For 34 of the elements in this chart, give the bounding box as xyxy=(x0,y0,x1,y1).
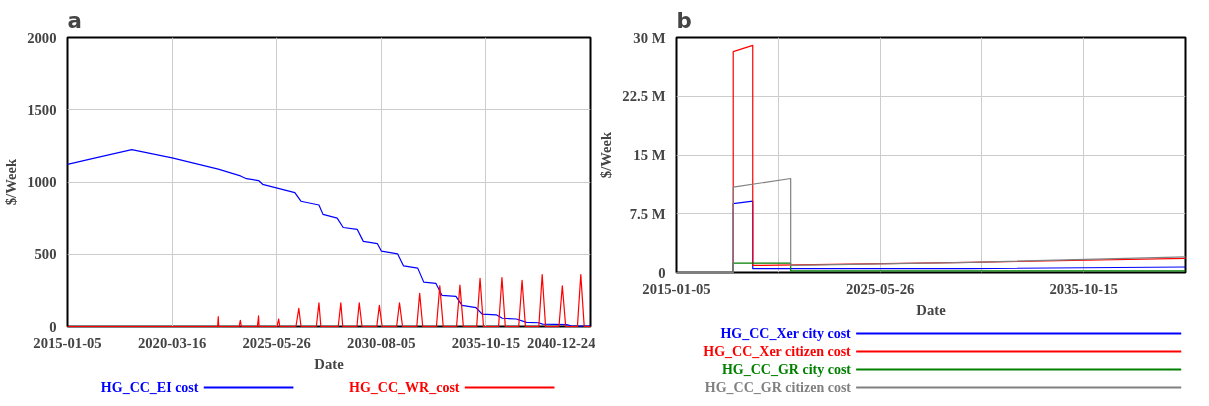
y-tick-label: 7.5 M xyxy=(629,205,666,222)
y-tick-label: 15 M xyxy=(633,147,666,163)
y-tick-label: 0 xyxy=(49,318,57,335)
y-axis-title: $/Week xyxy=(3,157,20,206)
text: HG_CC_GR city cost xyxy=(721,362,852,377)
line-series xyxy=(675,177,1187,274)
y-axis-title: $/Week xyxy=(598,130,615,179)
y-tick-label: 0 xyxy=(658,264,666,281)
x-tick-label: 2015-01-05 xyxy=(642,280,711,297)
text: HG_CC_Xer citizen cost xyxy=(703,344,852,359)
text: HG_CC_GR citizen cost xyxy=(704,380,852,395)
x-tick-label: 2025-05-26 xyxy=(845,280,915,297)
text: HG_CC_WR_cost xyxy=(349,380,460,395)
x-axis-title: Date xyxy=(916,301,947,318)
text: HG_CC_Xer city cost xyxy=(720,326,852,341)
x-axis-title: Date xyxy=(314,355,345,372)
x-tick-label: 2035-10-15 xyxy=(1049,280,1118,297)
y-tick-label: 2000 xyxy=(27,29,57,46)
chart-title: b xyxy=(676,7,692,33)
y-tick-label: 1000 xyxy=(27,174,57,190)
line-series xyxy=(66,274,592,328)
chart-title: a xyxy=(67,7,82,33)
x-tick-label: 2015-01-05 xyxy=(33,334,102,351)
x-tick-label: 2035-10-15 xyxy=(451,334,521,351)
x-tick-label: 2025-05-26 xyxy=(242,334,311,351)
line-series xyxy=(66,149,592,327)
y-tick-label: 30 M xyxy=(633,29,666,46)
x-tick-label: 2030-08-05 xyxy=(347,334,416,351)
x-tick-label: 2020-03-16 xyxy=(137,334,207,351)
text: HG_CC_EI cost xyxy=(100,380,199,395)
y-tick-label: 1500 xyxy=(27,101,57,118)
y-tick-label: 22.5 M xyxy=(622,88,666,105)
x-tick-label: 2040-12-24 xyxy=(527,334,597,351)
y-tick-label: 500 xyxy=(34,246,57,263)
